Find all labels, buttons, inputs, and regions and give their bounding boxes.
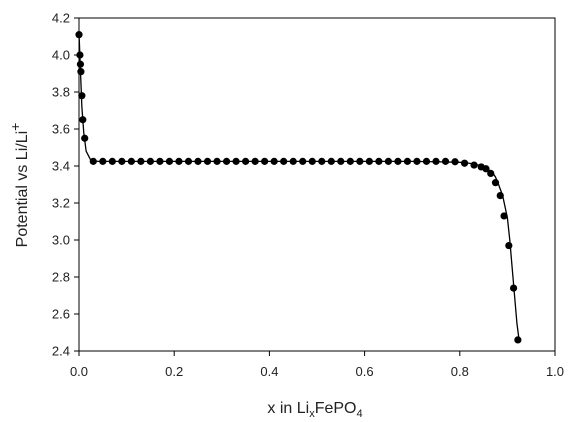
data-point	[146, 157, 154, 165]
x-axis: 0.0 0.2 0.4 0.6 0.8 1.0	[70, 351, 564, 379]
data-point	[505, 241, 513, 250]
series-marker-group	[75, 31, 522, 344]
plot-area	[78, 17, 556, 352]
x-tick-label: 0.6	[356, 364, 374, 379]
data-point	[394, 157, 402, 165]
data-point	[375, 157, 383, 165]
data-point	[242, 157, 250, 165]
y-tick-label: 3.2	[52, 196, 70, 211]
data-point	[337, 157, 345, 165]
data-point	[232, 157, 240, 165]
y-axis-title: Potential vs Li/Li+	[7, 123, 31, 248]
data-point	[318, 157, 326, 165]
y-tick-label: 4.0	[52, 48, 70, 63]
data-point	[75, 31, 83, 39]
data-point	[175, 157, 183, 165]
x-axis-title: x in LixFePO4	[267, 400, 362, 420]
data-point	[451, 158, 459, 166]
data-point	[299, 157, 307, 165]
data-point	[194, 157, 202, 165]
data-point	[222, 157, 231, 165]
y-tick-label: 3.4	[52, 159, 70, 174]
data-point	[514, 336, 522, 344]
data-point	[280, 157, 288, 165]
y-axis: 2.4 2.6 2.8 3.0 3.2 3.4 3.6 3.8 4.0 4.2	[52, 11, 79, 359]
y-tick-label: 2.4	[52, 344, 70, 359]
data-point	[491, 179, 500, 187]
x-tick-label: 0.0	[70, 364, 88, 379]
data-point	[270, 157, 278, 165]
data-point	[81, 134, 89, 142]
data-point	[487, 169, 495, 177]
x-tick-label: 1.0	[546, 364, 564, 379]
data-point	[327, 157, 335, 165]
data-point	[184, 157, 193, 165]
data-point	[384, 157, 392, 165]
y-tick-label: 2.6	[52, 307, 70, 322]
data-point	[213, 157, 221, 165]
y-tick-label: 3.0	[52, 233, 70, 248]
data-point	[261, 157, 269, 165]
y-tick-label: 3.6	[52, 122, 70, 137]
data-point	[470, 161, 478, 169]
data-point	[76, 60, 85, 68]
data-point	[118, 157, 126, 165]
data-point	[308, 157, 316, 165]
data-point	[413, 157, 421, 165]
data-point	[76, 51, 84, 59]
data-point	[78, 92, 86, 100]
y-tick-label: 3.8	[52, 85, 70, 100]
data-point	[403, 157, 412, 165]
data-point	[509, 284, 518, 292]
data-point	[289, 157, 297, 165]
data-point	[137, 157, 145, 165]
data-point	[89, 157, 97, 165]
data-point	[356, 157, 364, 165]
data-point	[346, 157, 354, 165]
data-point	[156, 157, 164, 165]
data-point	[496, 192, 504, 200]
data-point	[108, 157, 116, 165]
plot-border	[78, 17, 556, 352]
data-point	[500, 212, 508, 220]
data-point	[77, 68, 85, 76]
data-point	[482, 165, 490, 173]
series-line-group	[78, 32, 520, 342]
data-point	[203, 157, 212, 165]
y-tick-label: 2.8	[52, 270, 70, 285]
data-point	[441, 157, 450, 165]
data-point	[365, 157, 373, 165]
data-point	[422, 157, 431, 165]
y-tick-label: 4.2	[52, 11, 70, 26]
x-tick-label: 0.4	[260, 364, 278, 379]
data-point	[99, 157, 107, 165]
data-point	[460, 159, 469, 167]
data-point	[432, 157, 440, 165]
x-tick-label: 0.8	[451, 364, 469, 379]
data-point	[79, 116, 87, 124]
data-point	[127, 157, 135, 165]
x-tick-label: 0.2	[165, 364, 183, 379]
series-line	[78, 32, 520, 342]
data-point	[165, 157, 174, 165]
data-point	[251, 157, 259, 165]
